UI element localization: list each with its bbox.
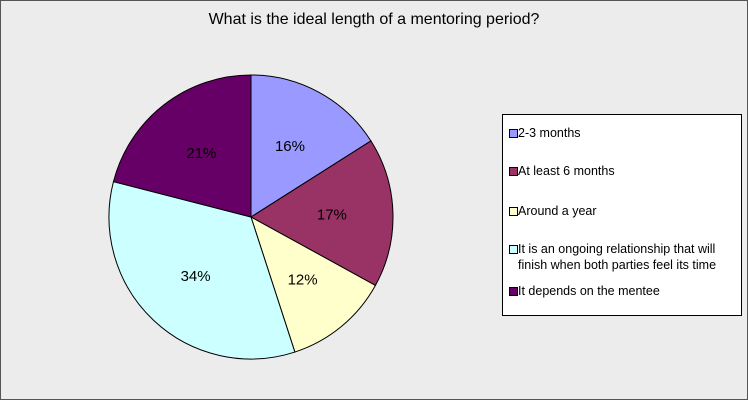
legend-swatch-4	[509, 287, 518, 296]
pie-slice-1	[250, 140, 394, 287]
legend-swatch-2	[509, 207, 518, 216]
chart-title: What is the ideal length of a mentoring …	[208, 11, 540, 28]
legend-entry-1: At least 6 months	[509, 163, 737, 179]
pie-slice-3	[108, 181, 296, 360]
legend-swatch-1	[509, 167, 518, 176]
legend-entry-0: 2-3 months	[509, 125, 737, 141]
legend-label-3: It is an ongoing relationship that will …	[518, 242, 717, 272]
legend-label-4: It depends on the mentee	[518, 284, 660, 298]
legend-entry-3: It is an ongoing relationship that will …	[509, 241, 737, 273]
legend-swatch-3	[509, 245, 518, 254]
legend-entry-2: Around a year	[509, 203, 737, 219]
legend-label-2: Around a year	[518, 204, 597, 218]
slice-label-0: 16%	[275, 138, 305, 155]
pie-slice-4	[112, 74, 252, 218]
legend-swatch-0	[509, 129, 518, 138]
legend-label-1: At least 6 months	[518, 164, 615, 178]
legend: 2-3 months At least 6 months Around a year…	[502, 114, 742, 316]
slice-label-4: 21%	[186, 145, 216, 162]
pie-slice-0	[250, 74, 372, 218]
legend-label-0: 2-3 months	[518, 126, 581, 140]
legend-entry-4: It depends on the mentee	[509, 283, 737, 299]
slice-label-3: 34%	[181, 268, 211, 285]
pie-slice-2	[250, 215, 377, 353]
slice-label-1: 17%	[317, 206, 347, 223]
slice-label-2: 12%	[288, 271, 318, 288]
